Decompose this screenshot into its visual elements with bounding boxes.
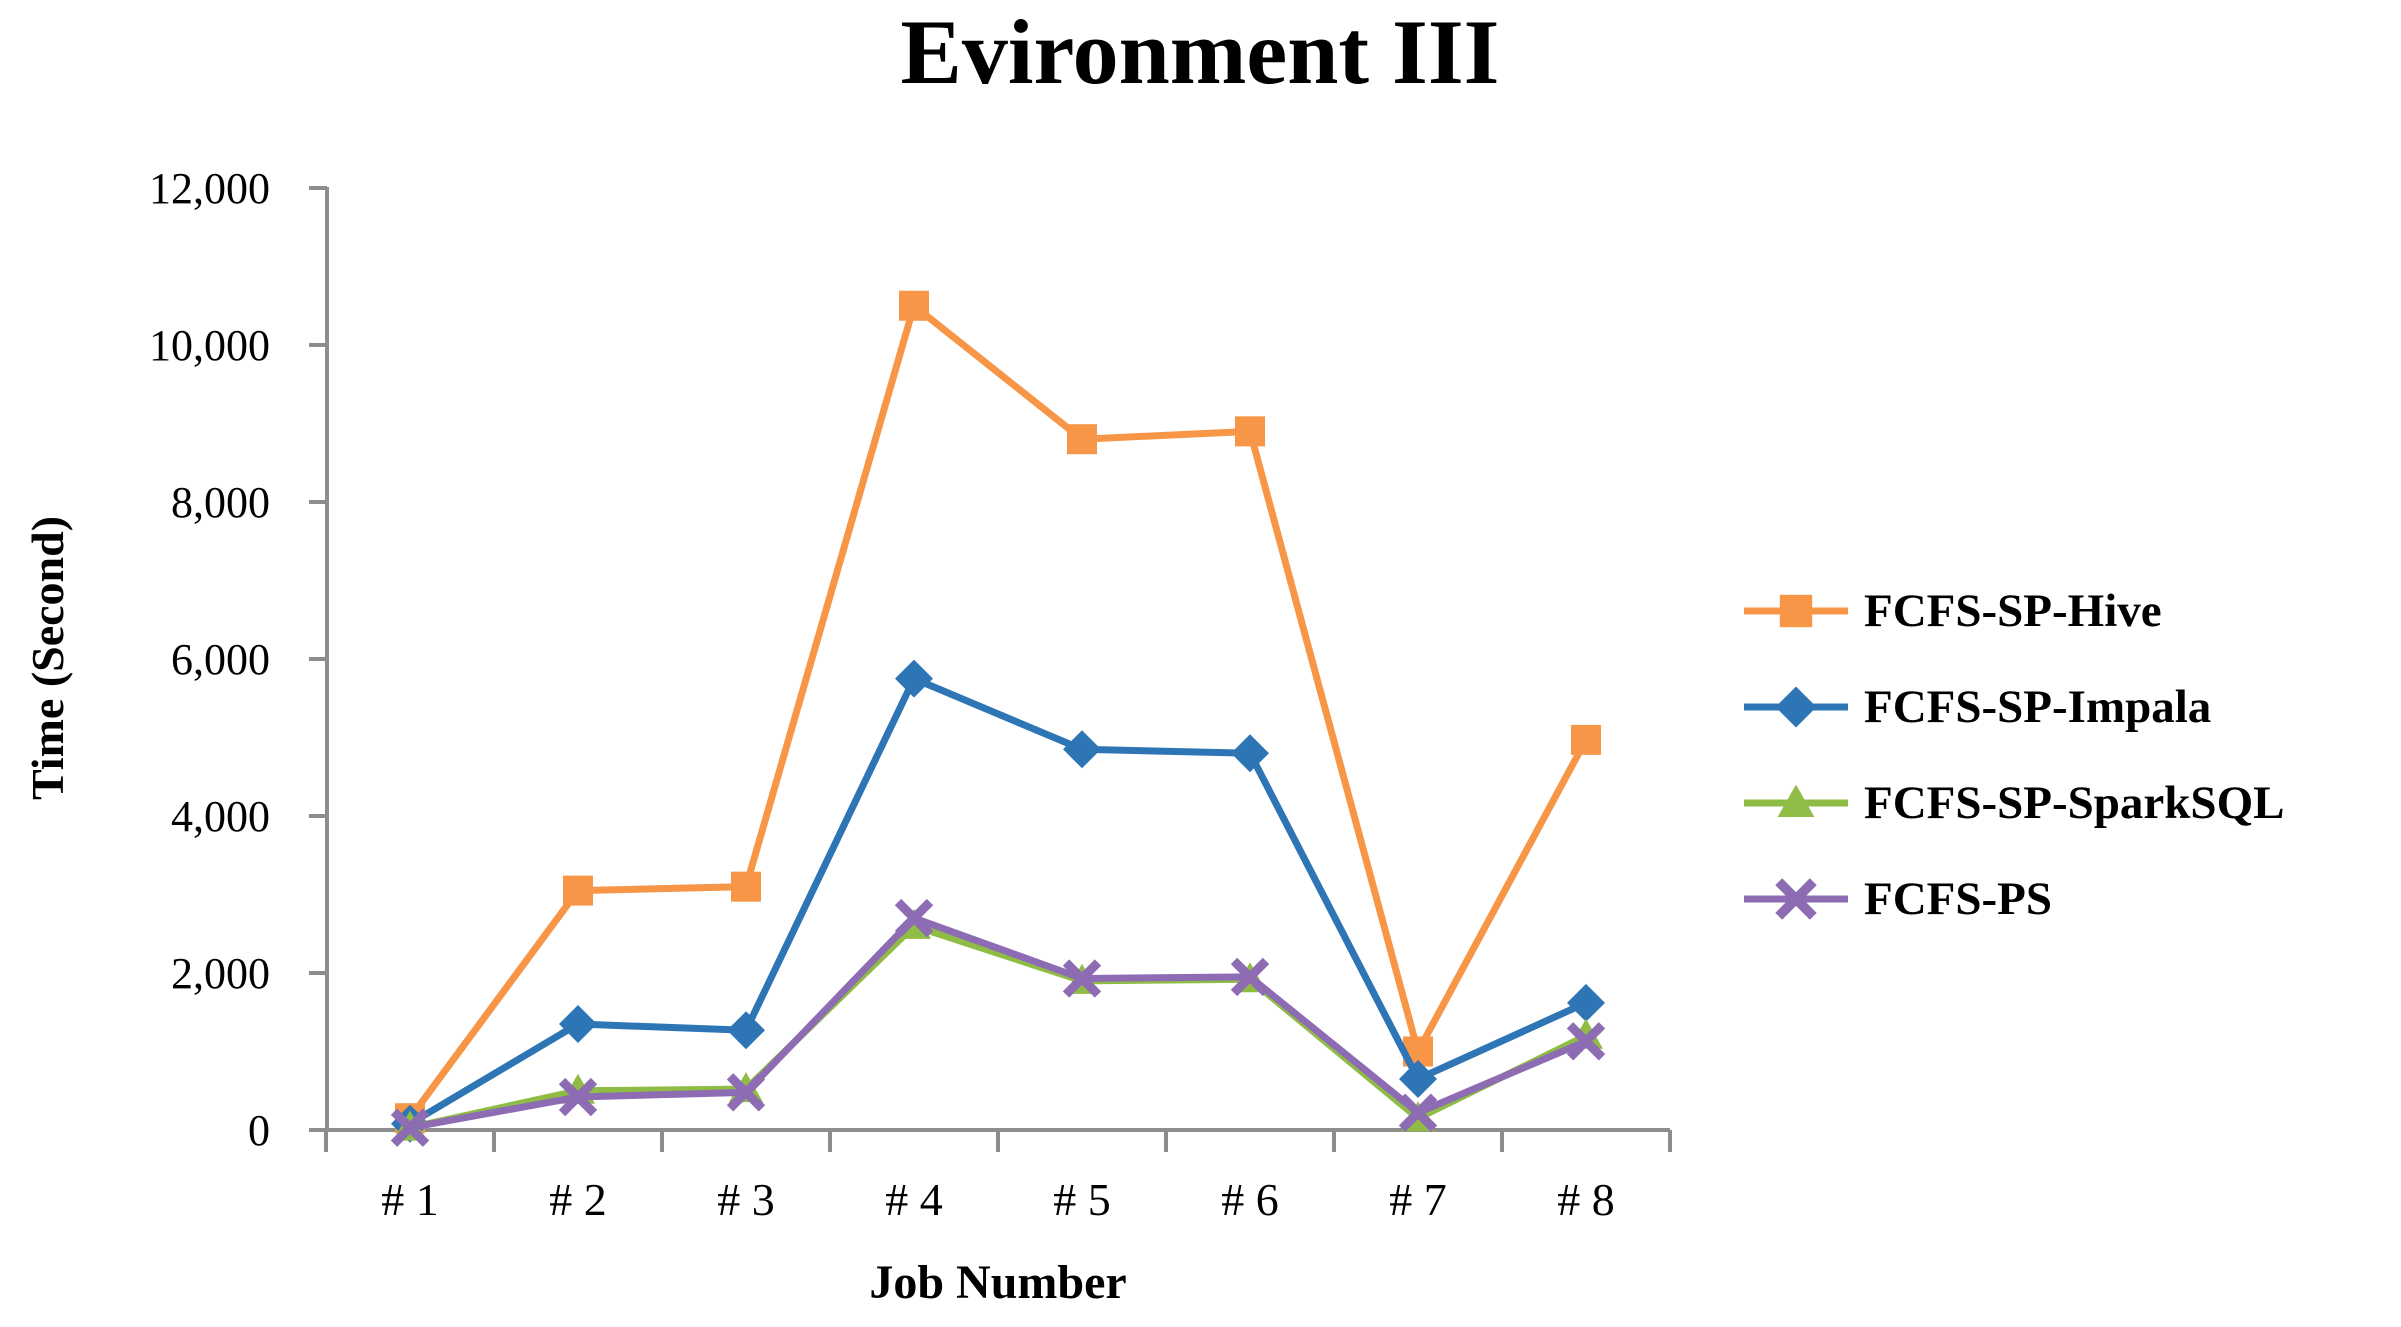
y-tick-label: 6,000 bbox=[171, 635, 270, 684]
legend-label: FCFS-SP-Hive bbox=[1864, 585, 2162, 637]
x-axis-title: Job Number bbox=[869, 1256, 1127, 1309]
series-FCFS-SP-Hive bbox=[395, 290, 1601, 1134]
data-point-marker bbox=[895, 659, 933, 698]
legend: FCFS-SP-Hive FCFS-SP-Impala FCFS-SP-SparkS… bbox=[1742, 576, 2401, 976]
y-tick-label: 2,000 bbox=[171, 949, 270, 998]
data-point-marker bbox=[1567, 983, 1605, 1022]
diamond-legend-marker-icon bbox=[1744, 686, 1848, 728]
series-line-FCFS-PS bbox=[409, 914, 1588, 1132]
data-point-marker bbox=[1067, 424, 1097, 455]
data-point-marker bbox=[1775, 686, 1817, 728]
data-point-marker bbox=[559, 1005, 597, 1044]
y-tick-label: 10,000 bbox=[149, 321, 270, 370]
data-point-marker bbox=[390, 1108, 430, 1147]
legend-label: FCFS-PS bbox=[1864, 873, 2052, 925]
data-point-marker bbox=[899, 290, 929, 321]
square-legend-marker-icon bbox=[1744, 594, 1848, 628]
x-tick-label: # 5 bbox=[1053, 1174, 1111, 1225]
y-axis-title: Time (Second) bbox=[22, 515, 73, 801]
legend-item-FCFS-SP-Impala: FCFS-SP-Impala bbox=[1742, 672, 2211, 742]
y-tick-label: 0 bbox=[248, 1106, 270, 1155]
x-tick-label: # 1 bbox=[381, 1174, 439, 1225]
legend-item-FCFS-SP-Hive: FCFS-SP-Hive bbox=[1742, 576, 2162, 646]
legend-label: FCFS-SP-Impala bbox=[1864, 681, 2212, 733]
data-point-marker bbox=[1398, 1093, 1438, 1132]
legend-item-FCFS-SP-SparkSQL: FCFS-SP-SparkSQL bbox=[1742, 768, 2284, 838]
data-point-marker bbox=[731, 871, 761, 902]
x-tick-label: # 8 bbox=[1557, 1174, 1615, 1225]
data-point-marker bbox=[727, 1011, 765, 1050]
data-point-marker bbox=[1566, 1022, 1606, 1061]
legend-label: FCFS-SP-SparkSQL bbox=[1864, 777, 2285, 829]
data-point-marker bbox=[1775, 878, 1817, 920]
data-point-marker bbox=[563, 875, 593, 906]
x-legend-marker-icon bbox=[1744, 878, 1848, 920]
data-point-marker bbox=[726, 1073, 766, 1112]
data-point-marker bbox=[1779, 594, 1813, 628]
x-tick-label: # 6 bbox=[1221, 1174, 1279, 1225]
data-point-marker bbox=[1777, 784, 1815, 818]
data-point-marker bbox=[1062, 959, 1102, 998]
x-tick-label: # 7 bbox=[1389, 1174, 1447, 1225]
legend-item-FCFS-PS: FCFS-PS bbox=[1742, 864, 2052, 934]
series-line-FCFS-SP-SparkSQL bbox=[409, 922, 1588, 1132]
series-line-FCFS-SP-Impala bbox=[408, 675, 1588, 1127]
axes bbox=[309, 186, 1672, 1152]
series-FCFS-PS bbox=[390, 898, 1606, 1147]
x-tick-label: # 3 bbox=[717, 1174, 775, 1225]
data-point-marker bbox=[1571, 724, 1601, 755]
data-point-marker bbox=[894, 898, 934, 938]
series-line-FCFS-SP-Hive bbox=[407, 302, 1590, 1121]
triangle-legend-marker-icon bbox=[1744, 784, 1848, 818]
x-tick-label: # 2 bbox=[549, 1174, 607, 1225]
data-point-marker bbox=[1399, 1059, 1437, 1098]
data-point-marker bbox=[558, 1077, 598, 1117]
data-point-marker bbox=[1063, 730, 1101, 769]
y-tick-label: 12,000 bbox=[149, 164, 270, 213]
data-point-marker bbox=[1235, 416, 1265, 447]
data-point-marker bbox=[1231, 734, 1269, 773]
chart-title: Evironment III bbox=[900, 1, 1500, 103]
data-point-marker bbox=[1230, 957, 1270, 997]
y-tick-label: 4,000 bbox=[171, 792, 270, 841]
y-tick-label: 8,000 bbox=[171, 478, 270, 527]
x-tick-label: # 4 bbox=[885, 1174, 943, 1225]
